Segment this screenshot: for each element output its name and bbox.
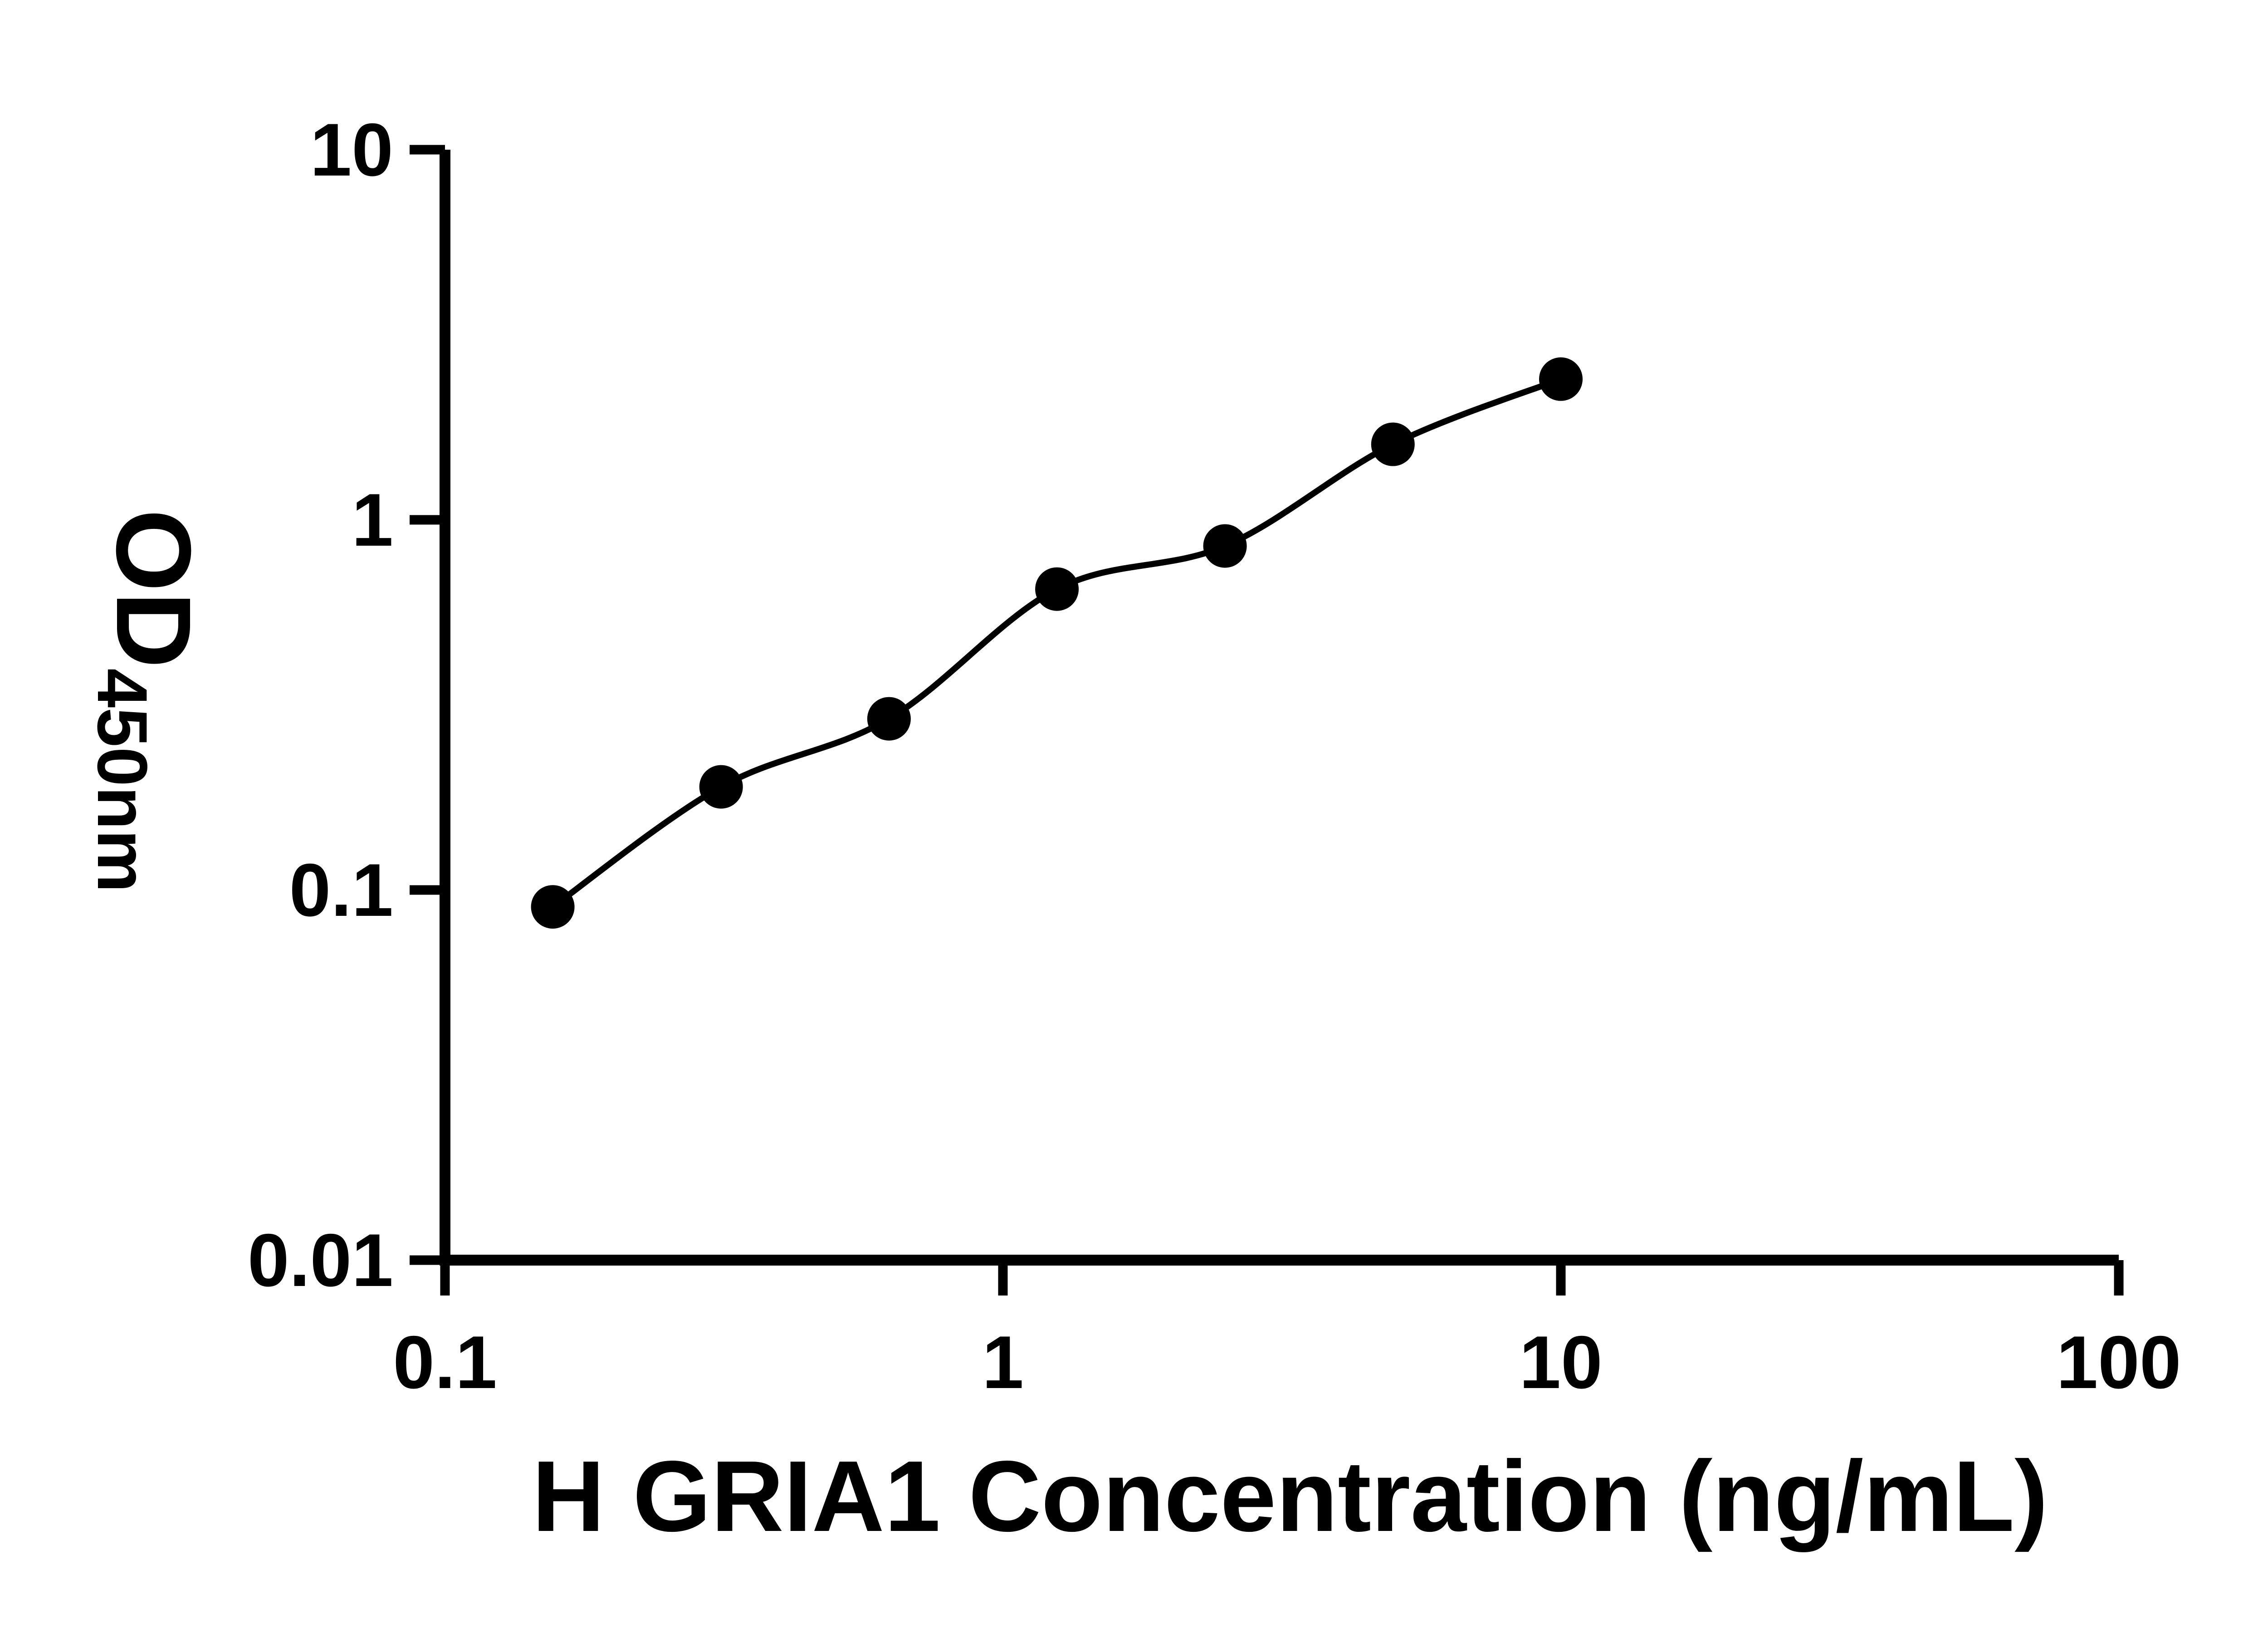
- x-tick-label: 1: [982, 1320, 1024, 1404]
- y-axis-title: OD450nm: [83, 509, 213, 892]
- data-point-marker: [867, 697, 911, 741]
- y-tick-label: 1: [352, 478, 393, 562]
- data-point-marker: [699, 765, 743, 809]
- x-tick-label: 0.1: [393, 1320, 497, 1404]
- y-axis-title-sub: 450nm: [83, 668, 161, 892]
- x-tick-label: 10: [1519, 1320, 1603, 1404]
- data-points: [531, 357, 1583, 929]
- data-point-marker: [1371, 422, 1415, 466]
- standard-curve-fit-line: [551, 376, 1562, 909]
- x-tick-label: 100: [2056, 1320, 2181, 1404]
- x-axis-title: H GRIA1 Concentration (ng/mL): [532, 1440, 2048, 1553]
- data-point-marker: [531, 885, 575, 929]
- data-point-marker: [1035, 567, 1079, 611]
- x-axis-ticks: [440, 1260, 2124, 1296]
- axis-spines: [440, 150, 2119, 1266]
- y-axis-title-main: OD: [94, 509, 213, 668]
- data-point-marker: [1203, 524, 1247, 568]
- y-tick-label: 0.1: [289, 848, 393, 932]
- data-point-marker: [1539, 357, 1583, 401]
- axes: [440, 150, 2119, 1266]
- y-axis-ticks: [410, 145, 445, 1265]
- y-tick-label: 0.01: [248, 1218, 393, 1302]
- x-axis-tick-labels: 0.1 1 10 100: [393, 1320, 2181, 1404]
- svg-text:OD450nm: OD450nm: [83, 509, 213, 892]
- y-axis-tick-labels: 0.01 0.1 1 10: [248, 108, 393, 1302]
- y-tick-label: 10: [310, 108, 393, 191]
